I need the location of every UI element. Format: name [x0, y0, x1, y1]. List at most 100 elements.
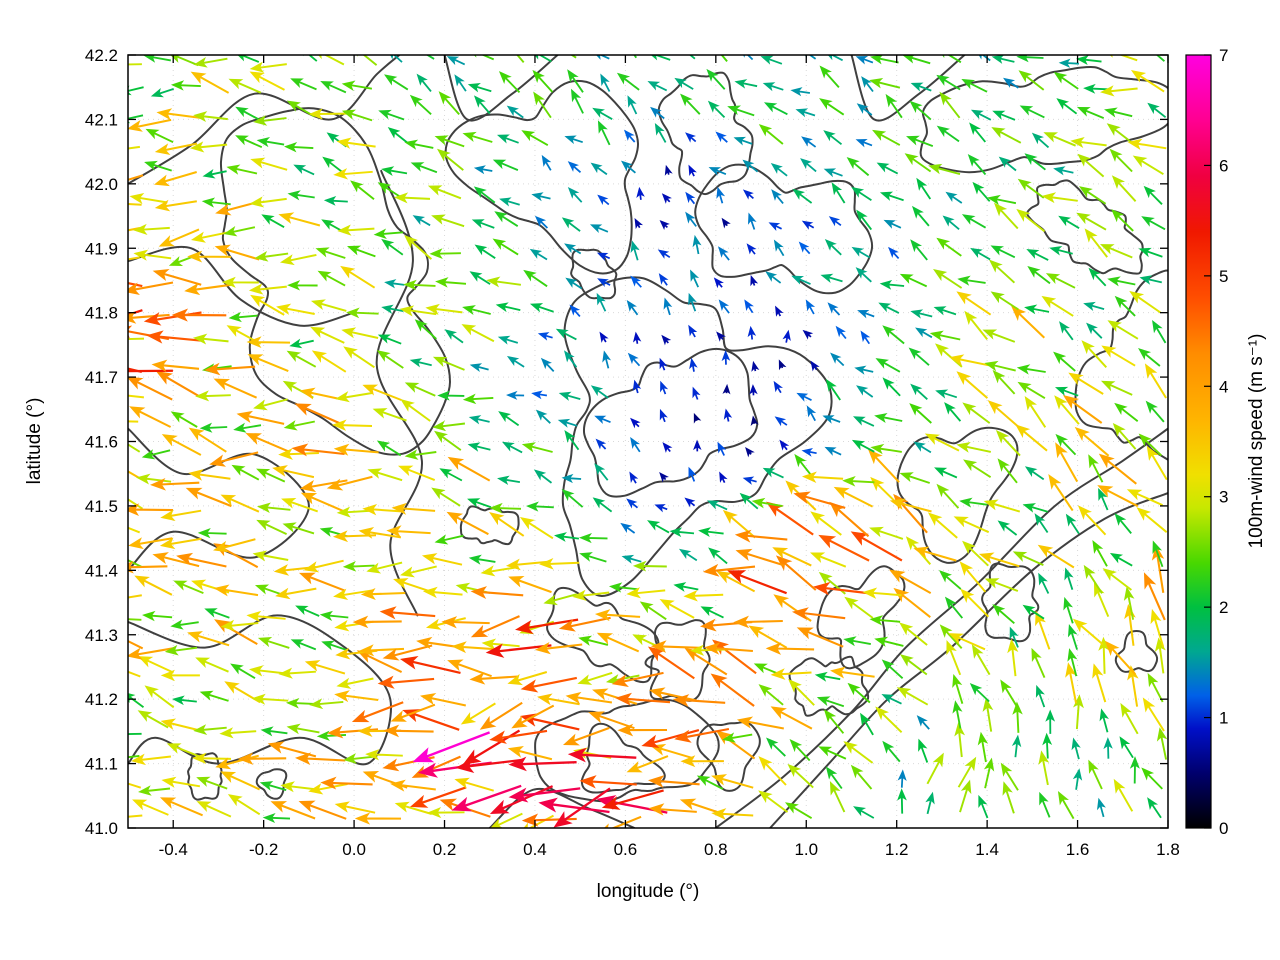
wind-arrow [879, 279, 905, 290]
wind-arrow [888, 246, 900, 259]
wind-arrow [970, 109, 992, 121]
wind-arrow [290, 78, 317, 91]
terrain-contour [644, 619, 711, 702]
y-tick-label: 41.6 [85, 433, 118, 452]
wind-arrow [377, 334, 402, 345]
wind-arrow [1114, 513, 1132, 534]
terrain-contour [981, 562, 1040, 643]
wind-arrow [1017, 381, 1046, 400]
wind-arrow [727, 570, 787, 595]
wind-arrow [813, 581, 872, 596]
wind-arrow [626, 755, 669, 773]
wind-arrow [939, 91, 961, 119]
wind-arrow [1086, 322, 1103, 339]
wind-arrow [804, 55, 817, 60]
wind-arrow [946, 640, 962, 676]
wind-arrow [1100, 85, 1138, 97]
wind-arrow [505, 558, 547, 571]
wind-arrow [391, 502, 436, 515]
wind-arrow [944, 402, 962, 422]
wind-arrow [335, 391, 373, 403]
wind-arrow [918, 738, 929, 763]
wind-arrow [1119, 736, 1134, 759]
wind-arrow [936, 483, 960, 509]
wind-arrow [384, 279, 405, 289]
wind-arrow [365, 749, 403, 761]
wind-arrow [926, 752, 944, 785]
wind-arrow [199, 690, 229, 702]
wind-arrow [128, 85, 144, 96]
wind-arrow [1053, 166, 1074, 176]
wind-arrow [1081, 340, 1108, 368]
wind-arrow [1062, 394, 1103, 424]
wind-arrow [678, 548, 698, 562]
terrain-contour [1026, 179, 1144, 275]
wind-arrow [692, 234, 702, 255]
wind-arrow [854, 365, 874, 375]
wind-arrow [770, 668, 812, 680]
wind-arrow [956, 291, 992, 316]
wind-arrow [792, 188, 813, 204]
wind-arrow [882, 377, 901, 397]
wind-arrow [844, 596, 874, 619]
wind-arrow [602, 350, 612, 369]
wind-arrow [772, 547, 812, 567]
wind-arrow [394, 801, 432, 815]
terrain-contour [896, 426, 1019, 564]
wind-arrow [933, 269, 963, 289]
wind-arrow [1055, 442, 1079, 483]
y-tick-label: 41.9 [85, 239, 118, 258]
wind-arrow [291, 443, 345, 457]
wind-arrow [462, 131, 493, 143]
wind-arrow [563, 350, 578, 368]
wind-arrow [824, 446, 842, 456]
wind-arrow [520, 676, 578, 693]
wind-arrow [400, 399, 431, 422]
wind-arrow [909, 100, 932, 121]
wind-arrow [1011, 305, 1046, 339]
wind-arrow [680, 93, 701, 115]
y-tick-label: 41.8 [85, 304, 118, 323]
wind-arrow [481, 638, 520, 650]
wind-arrow [739, 492, 759, 510]
wind-arrow [382, 644, 433, 661]
wind-arrow [1092, 539, 1108, 567]
wind-arrow [659, 472, 669, 483]
wind-arrow [1083, 564, 1103, 594]
wind-arrow [128, 670, 141, 678]
wind-arrow [128, 503, 174, 516]
wind-arrow [733, 615, 783, 629]
wind-arrow [531, 192, 551, 202]
wind-arrow [835, 325, 847, 340]
wind-arrow [791, 275, 811, 285]
wind-arrow [1103, 737, 1113, 759]
wind-arrow [984, 360, 1016, 372]
wind-arrow [419, 692, 467, 707]
wind-arrow [872, 129, 901, 146]
wind-arrow [874, 412, 903, 424]
wind-arrow [508, 787, 581, 803]
wind-arrow [1099, 244, 1133, 259]
wind-arrow [128, 498, 144, 510]
wind-arrow [427, 185, 462, 200]
wind-arrow [616, 72, 640, 91]
wind-arrow [939, 624, 963, 649]
wind-arrow [262, 812, 291, 823]
wind-arrow [387, 127, 409, 144]
wind-arrow [998, 156, 1017, 172]
wind-arrow [283, 420, 315, 431]
wind-arrow [490, 812, 523, 828]
wind-arrow [971, 644, 991, 676]
wind-arrow [773, 380, 784, 394]
terrain-contour [694, 163, 874, 295]
wind-arrow [473, 165, 493, 175]
wind-arrow [688, 466, 697, 482]
wind-arrow [433, 430, 462, 451]
wind-arrow [434, 534, 464, 545]
wind-arrow [532, 69, 554, 93]
wind-arrow [878, 302, 900, 314]
wind-arrow [600, 73, 611, 92]
wind-arrow [280, 781, 318, 793]
wind-arrow [857, 309, 875, 319]
wind-arrow [379, 606, 436, 620]
